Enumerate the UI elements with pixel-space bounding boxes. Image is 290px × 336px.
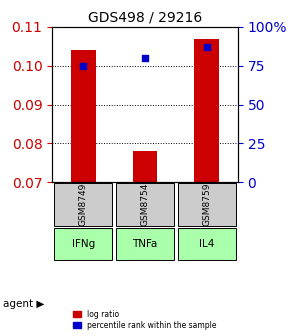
FancyBboxPatch shape [54, 183, 112, 226]
Bar [71, 50, 95, 182]
Text: agent ▶: agent ▶ [3, 299, 44, 309]
Text: GDS498 / 29216: GDS498 / 29216 [88, 10, 202, 24]
Point [204, 44, 209, 50]
FancyBboxPatch shape [54, 228, 112, 260]
Legend: log ratio, percentile rank within the sample: log ratio, percentile rank within the sa… [71, 307, 219, 332]
Bar [195, 39, 219, 182]
Text: GSM8754: GSM8754 [140, 183, 150, 226]
FancyBboxPatch shape [178, 183, 236, 226]
Text: GSM8749: GSM8749 [79, 183, 88, 226]
Text: IFNg: IFNg [72, 239, 95, 249]
Point [81, 63, 86, 69]
Bar [133, 151, 157, 182]
FancyBboxPatch shape [116, 228, 174, 260]
FancyBboxPatch shape [178, 228, 236, 260]
Point [143, 55, 147, 60]
Text: GSM8759: GSM8759 [202, 183, 211, 226]
FancyBboxPatch shape [116, 183, 174, 226]
Text: TNFa: TNFa [132, 239, 158, 249]
Text: IL4: IL4 [199, 239, 215, 249]
